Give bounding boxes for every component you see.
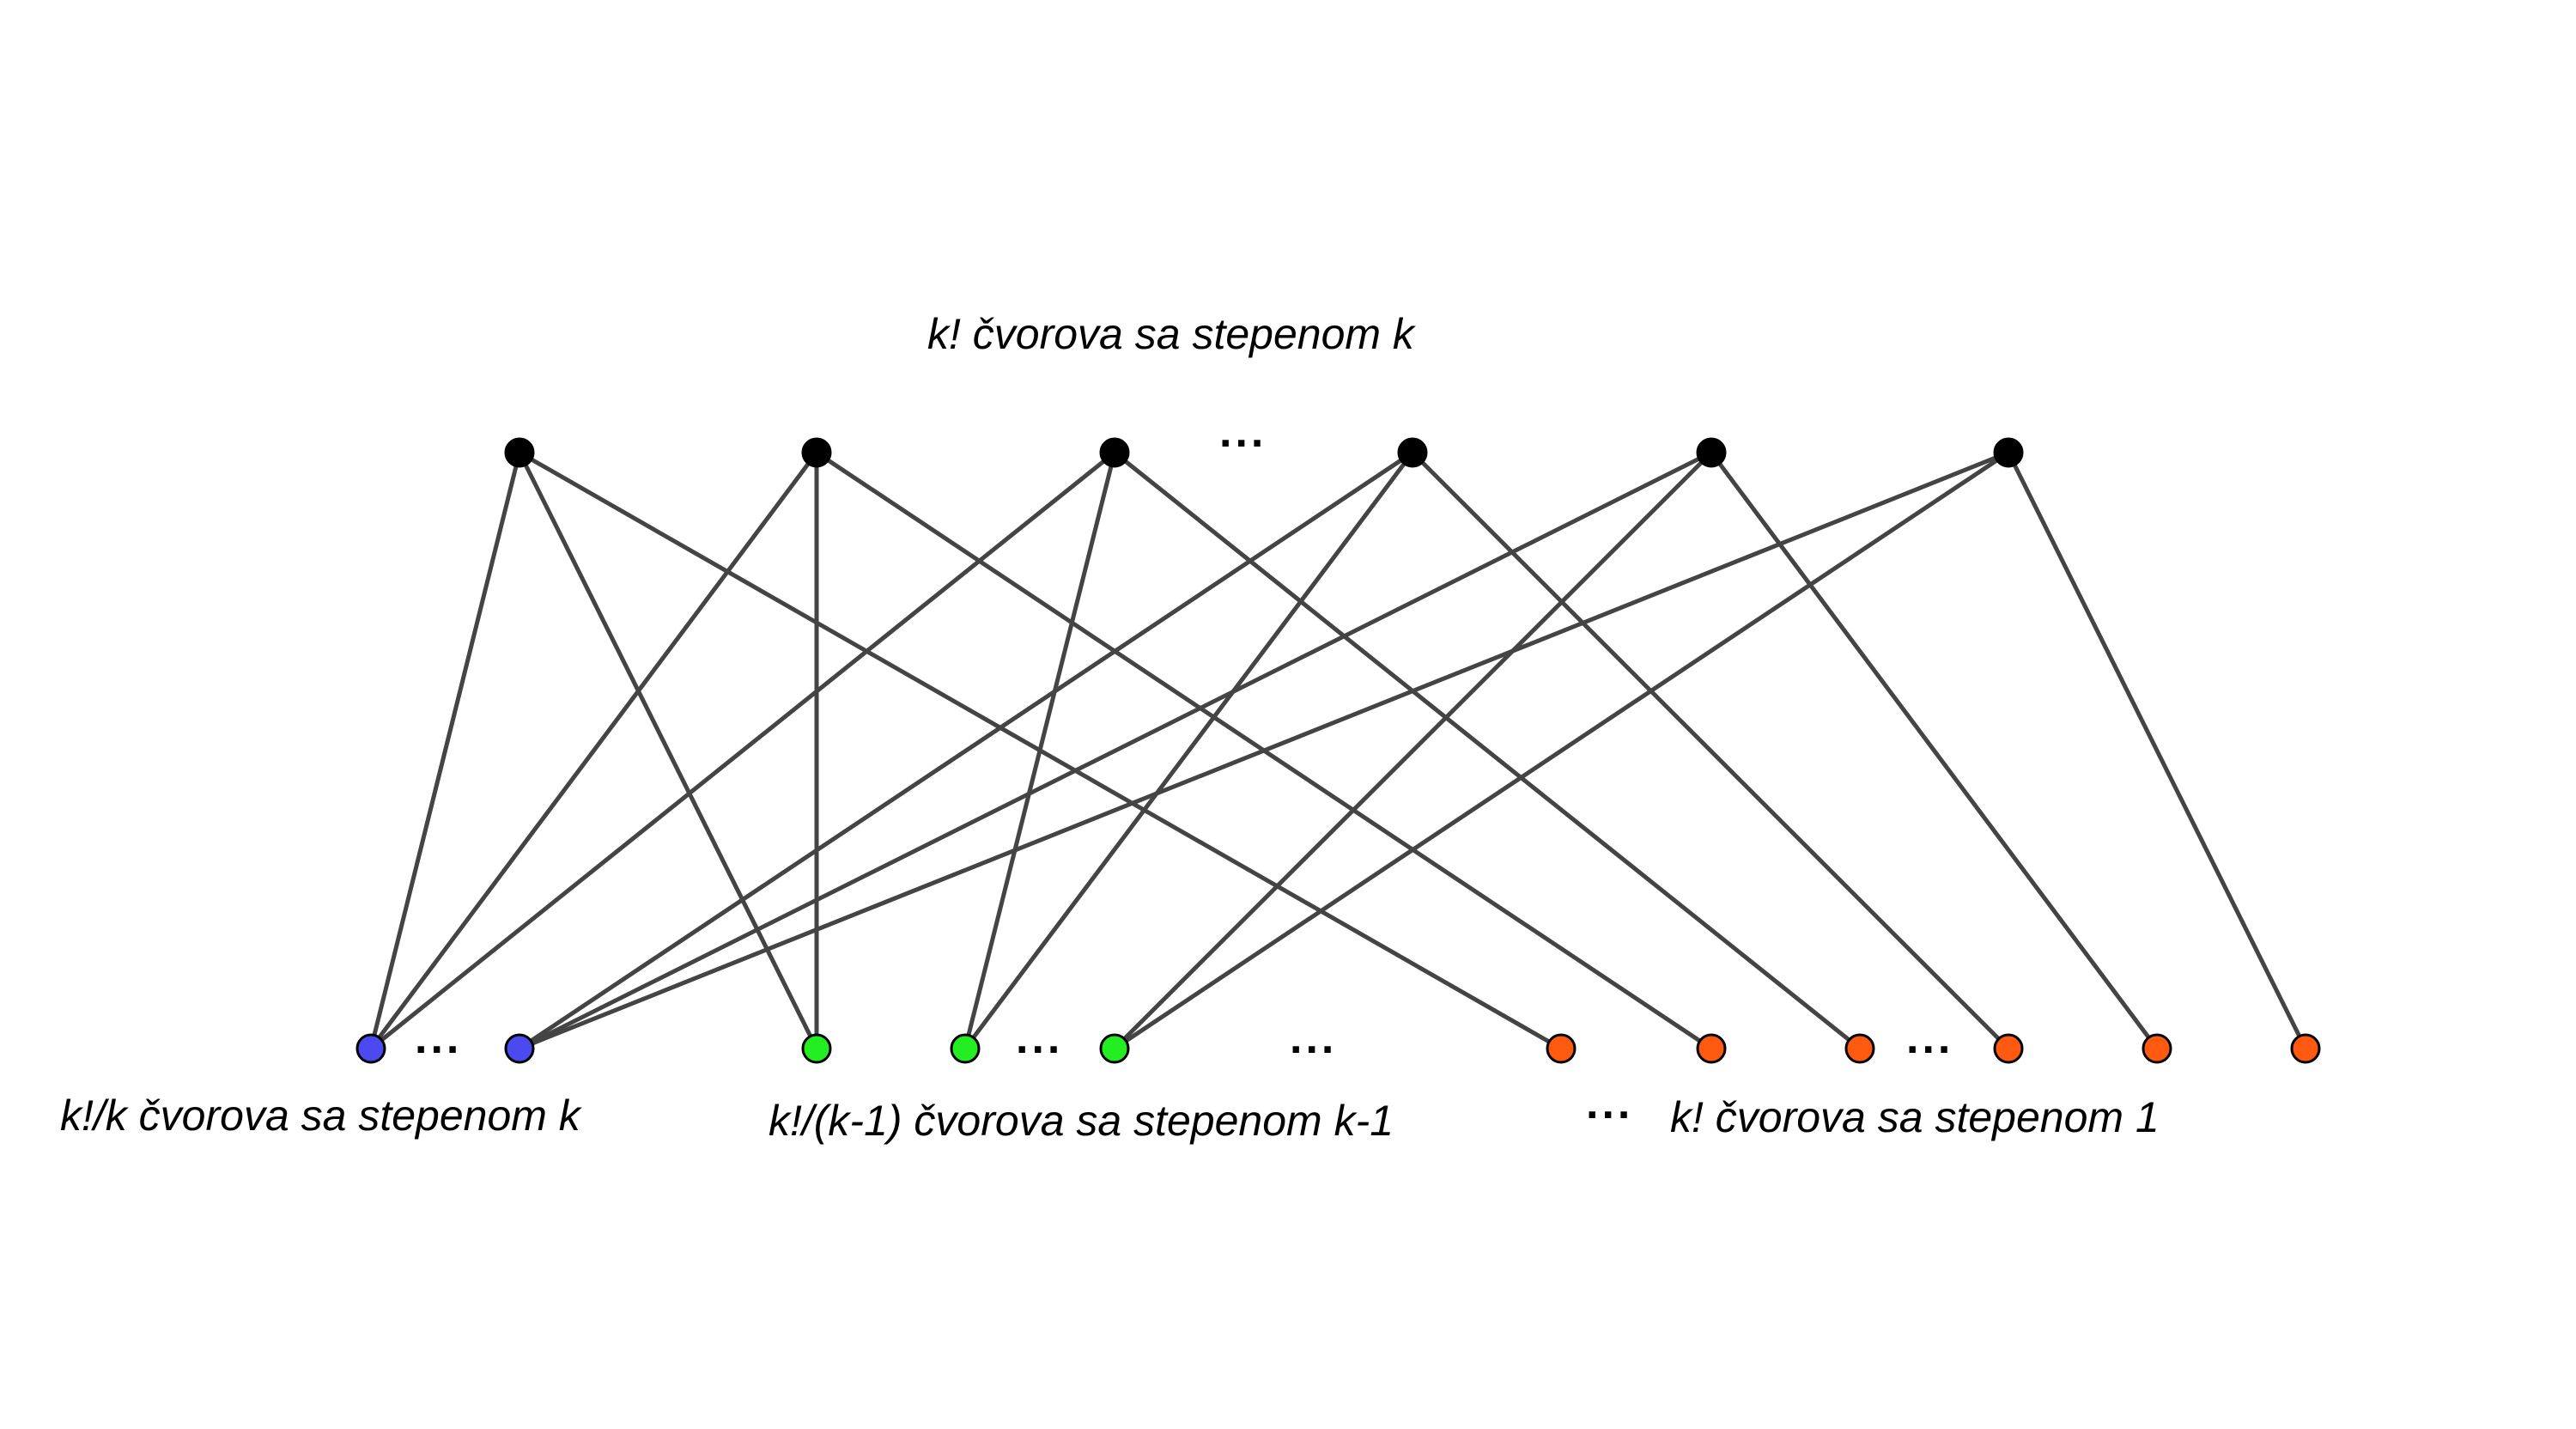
top-node-t5 bbox=[1696, 437, 1727, 468]
edge-t6-g3 bbox=[1113, 450, 2010, 1051]
ellipsis-top-nodes: ... bbox=[1219, 407, 1267, 457]
edge-t5-g3 bbox=[1113, 451, 1713, 1050]
bottom-node-g3 bbox=[1099, 1033, 1130, 1064]
ellipsis-between-groups: ... bbox=[1290, 1013, 1337, 1063]
top-node-t3 bbox=[1099, 437, 1130, 468]
edge-t4-b2 bbox=[518, 450, 1414, 1051]
bottom-node-b2 bbox=[504, 1033, 535, 1064]
bottom-node-b1 bbox=[355, 1033, 386, 1064]
top-node-t4 bbox=[1397, 437, 1428, 468]
edge-t3-b1 bbox=[369, 451, 1116, 1050]
ellipsis-degree-k-minus-1-nodes: ... bbox=[1016, 1013, 1063, 1063]
edge-t3-g2 bbox=[963, 452, 1117, 1049]
edge-t5-o5 bbox=[1709, 451, 2160, 1050]
edge-t5-b2 bbox=[518, 450, 1713, 1051]
bottom-node-g1 bbox=[801, 1033, 832, 1064]
bottom-node-o5 bbox=[2142, 1033, 2172, 1064]
bottom-node-o4 bbox=[1993, 1033, 2024, 1064]
bottom-node-g2 bbox=[950, 1033, 981, 1064]
top-nodes-label: k! čvorova sa stepenom k bbox=[927, 310, 1417, 358]
bottom-node-o2 bbox=[1696, 1033, 1727, 1064]
bottom-node-o1 bbox=[1546, 1033, 1577, 1064]
edge-t1-b1 bbox=[368, 452, 522, 1049]
ellipsis-degree-1-nodes: ... bbox=[1906, 1013, 1953, 1063]
top-node-t1 bbox=[504, 437, 535, 468]
top-node-t6 bbox=[1993, 437, 2024, 468]
edge-t6-b2 bbox=[519, 450, 2009, 1051]
bottom-node-o3 bbox=[1844, 1033, 1875, 1064]
bottom-node-o6 bbox=[2290, 1033, 2321, 1064]
ellipsis-degree-k-nodes: ... bbox=[415, 1013, 462, 1063]
degree-k-group-label: k!/k čvorova sa stepenom k bbox=[60, 1092, 583, 1140]
edges bbox=[368, 450, 2308, 1051]
edge-t2-b1 bbox=[368, 451, 819, 1050]
edge-t4-g2 bbox=[963, 451, 1414, 1050]
edge-t1-g1 bbox=[517, 451, 819, 1050]
edge-t4-o4 bbox=[1411, 451, 2010, 1050]
ellipsis-group-labels: ... bbox=[1586, 1079, 1633, 1128]
edge-t3-o3 bbox=[1113, 451, 1862, 1050]
edge-t6-o6 bbox=[2006, 451, 2308, 1050]
nodes bbox=[355, 437, 2321, 1064]
degree-k-minus-1-group-label: k!/(k-1) čvorova sa stepenom k-1 bbox=[769, 1097, 1394, 1145]
top-node-t2 bbox=[801, 437, 832, 468]
degree-1-group-label: k! čvorova sa stepenom 1 bbox=[1670, 1093, 2160, 1141]
